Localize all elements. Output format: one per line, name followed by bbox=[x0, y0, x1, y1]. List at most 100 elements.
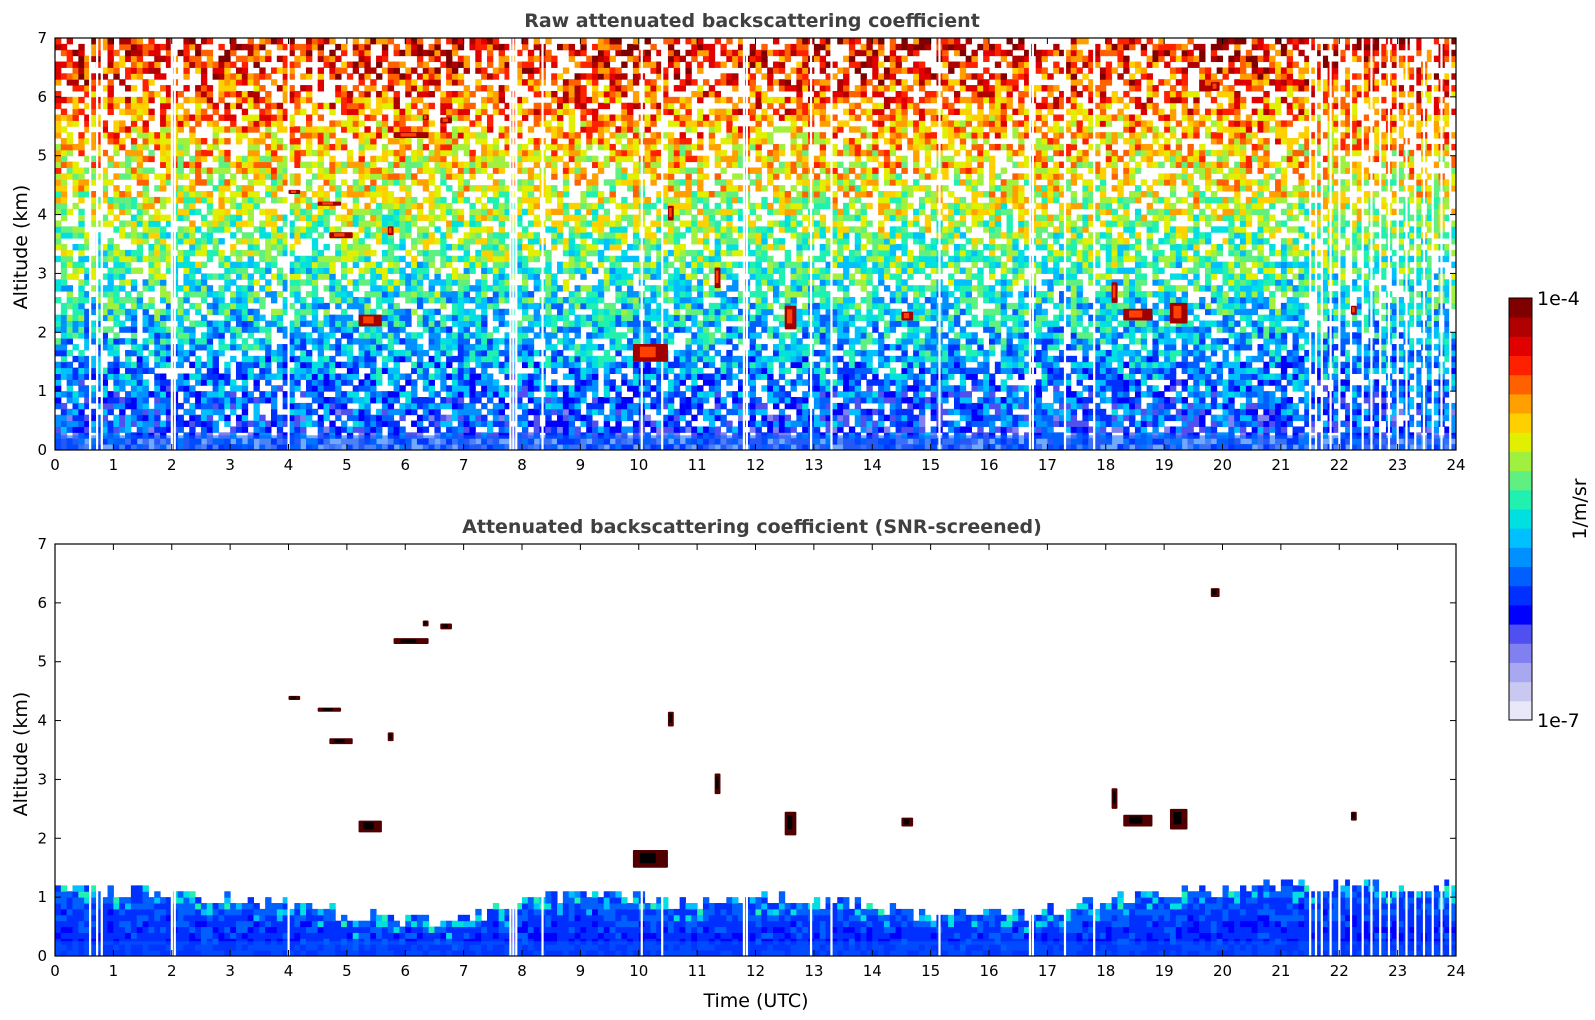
heatmap-cell bbox=[183, 397, 190, 404]
heatmap-cell bbox=[370, 79, 377, 86]
heatmap-cell bbox=[300, 332, 307, 339]
heatmap-cell bbox=[341, 285, 348, 292]
heatmap-cell bbox=[364, 185, 371, 192]
heatmap-cell bbox=[481, 314, 488, 322]
heatmap-cell bbox=[148, 349, 155, 357]
heatmap-cell bbox=[107, 349, 114, 357]
heatmap-cell bbox=[457, 255, 465, 263]
heatmap-cell bbox=[469, 38, 476, 45]
heatmap-cell bbox=[189, 326, 196, 333]
heatmap-cell bbox=[522, 167, 529, 174]
heatmap-cell bbox=[580, 38, 587, 45]
heatmap-cell bbox=[486, 344, 494, 351]
heatmap-cell bbox=[113, 302, 120, 310]
heatmap-cell bbox=[90, 391, 97, 398]
heatmap-cell bbox=[411, 402, 418, 410]
heatmap-cell bbox=[230, 308, 237, 316]
heatmap-cell bbox=[212, 244, 219, 251]
heatmap-cell bbox=[165, 85, 173, 92]
heatmap-cell bbox=[142, 85, 149, 92]
heatmap-cell bbox=[364, 226, 371, 233]
heatmap-cell bbox=[405, 332, 412, 339]
heatmap-cell bbox=[107, 391, 114, 398]
heatmap-cell bbox=[387, 402, 395, 410]
heatmap-cell bbox=[84, 238, 91, 245]
heatmap-cell bbox=[440, 173, 447, 180]
heatmap-cell bbox=[95, 132, 103, 139]
heatmap-cell bbox=[463, 126, 470, 133]
heatmap-cell bbox=[370, 155, 377, 163]
heatmap-cell bbox=[627, 202, 634, 210]
heatmap-cell bbox=[282, 285, 289, 292]
heatmap-cell bbox=[317, 132, 325, 139]
heatmap-cell bbox=[154, 426, 161, 433]
heatmap-cell bbox=[434, 49, 441, 57]
heatmap-cell bbox=[247, 373, 254, 380]
heatmap-cell bbox=[434, 249, 441, 257]
heatmap-cell bbox=[235, 302, 243, 310]
heatmap-cell bbox=[352, 208, 360, 216]
heatmap-cell bbox=[107, 196, 114, 204]
heatmap-cell bbox=[481, 102, 488, 110]
heatmap-cell bbox=[364, 132, 371, 139]
heatmap-cell bbox=[230, 344, 237, 351]
heatmap-cell bbox=[411, 85, 418, 92]
heatmap-cell bbox=[218, 85, 225, 92]
heatmap-cell bbox=[621, 85, 628, 92]
heatmap-cell bbox=[533, 249, 541, 257]
heatmap-cell bbox=[183, 285, 190, 292]
heatmap-cell bbox=[516, 291, 523, 298]
heatmap-cell bbox=[323, 226, 330, 233]
heatmap-cell bbox=[101, 373, 109, 380]
heatmap-cell bbox=[381, 296, 389, 304]
heatmap-cell bbox=[603, 385, 611, 392]
heatmap-cell bbox=[446, 414, 453, 422]
heatmap-cell bbox=[516, 232, 523, 239]
heatmap-cell bbox=[603, 85, 611, 92]
heatmap-cell bbox=[125, 167, 132, 174]
heatmap-cell bbox=[335, 414, 342, 422]
heatmap-cell bbox=[463, 402, 470, 410]
heatmap-cell bbox=[416, 55, 424, 63]
heatmap-cell bbox=[311, 420, 319, 427]
heatmap-cell bbox=[300, 232, 307, 239]
heatmap-cell bbox=[522, 361, 529, 369]
heatmap-cell bbox=[119, 326, 126, 333]
heatmap-cell bbox=[627, 408, 634, 416]
heatmap-cell bbox=[300, 108, 307, 116]
heatmap-cell bbox=[522, 285, 529, 292]
heatmap-cell bbox=[90, 90, 97, 98]
heatmap-cell bbox=[113, 96, 120, 104]
heatmap-cell bbox=[148, 285, 155, 292]
heatmap-cell bbox=[206, 391, 214, 398]
heatmap-cell bbox=[241, 108, 249, 116]
heatmap-cell bbox=[457, 79, 465, 86]
heatmap-cell bbox=[381, 38, 389, 45]
heatmap-cell bbox=[516, 79, 523, 86]
heatmap-cell bbox=[107, 426, 114, 433]
heatmap-cell bbox=[165, 261, 173, 269]
heatmap-cell bbox=[195, 338, 202, 345]
heatmap-cell bbox=[475, 108, 482, 116]
heatmap-cell bbox=[183, 255, 190, 263]
heatmap-cell bbox=[358, 397, 365, 404]
heatmap-cell bbox=[416, 73, 424, 80]
heatmap-cell bbox=[475, 397, 482, 404]
heatmap-cell bbox=[60, 232, 68, 239]
heatmap-cell bbox=[370, 85, 377, 92]
heatmap-cell bbox=[574, 214, 581, 221]
heatmap-cell bbox=[346, 279, 354, 286]
heatmap-cell bbox=[224, 114, 231, 121]
heatmap-cell bbox=[212, 132, 219, 139]
heatmap-cell bbox=[481, 332, 488, 339]
heatmap-cell bbox=[282, 73, 289, 80]
heatmap-cell bbox=[113, 338, 120, 345]
heatmap-cell bbox=[72, 61, 79, 68]
heatmap-cell bbox=[621, 126, 628, 133]
heatmap-cell bbox=[446, 326, 453, 333]
heatmap-cell bbox=[113, 344, 120, 351]
heatmap-cell bbox=[457, 320, 465, 327]
heatmap-cell bbox=[189, 226, 196, 233]
heatmap-cell bbox=[632, 291, 640, 298]
heatmap-cell bbox=[592, 296, 599, 304]
